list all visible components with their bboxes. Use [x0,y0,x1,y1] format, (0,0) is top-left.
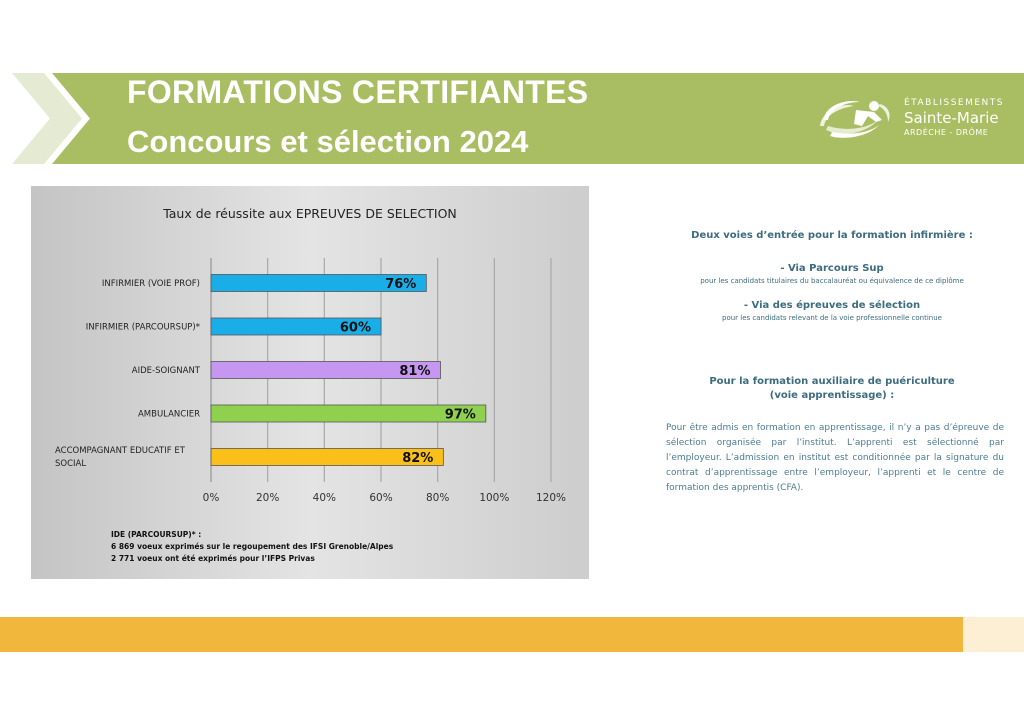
bar [210,317,382,336]
info-item-selection: - Via des épreuves de sélection [743,300,921,311]
bar-data-label: 81% [399,364,430,379]
logo-text: ÉTABLISSEMENTS Sainte-Marie ARDÈCHE - DR… [904,98,1004,137]
info-item-parcoursup-desc: pour les candidats titulaires du baccala… [700,277,964,285]
header-chevron [12,73,82,164]
info-paragraph: Pour être admis en formation en apprenti… [666,423,1004,493]
info-heading-childcare: Pour la formation auxiliaire de puéricul… [709,376,955,387]
info-item-selection-desc: pour les candidats relevant de la voie p… [722,314,942,322]
x-tick-label: 40% [313,492,336,504]
bar-chart: 0% 20% 40% 60% 80% 100% 120% 76% INFIRMIER (VOIE… [55,258,566,504]
category-label: INFIRMIER (VOIE PROF) [102,279,200,289]
bar-data-label: 97% [445,408,476,423]
bar [210,361,441,379]
x-tick-label: 80% [426,492,449,504]
page-title: FORMATIONS CERTIFIANTES [127,74,589,110]
category-label: AIDE-SOIGNANT [132,366,201,376]
x-tick-label: 100% [479,492,509,504]
bar-data-label: 76% [385,277,416,292]
logo-line3: ARDÈCHE - DRÔME [904,128,989,137]
footnote-line1: IDE (PARCOURSUP)* : [111,530,202,539]
footer-bar-end [963,617,1024,652]
logo-line1: ÉTABLISSEMENTS [904,98,1004,108]
category-label: INFIRMIER (PARCOURSUP)* [86,323,200,333]
x-tick-label: 20% [256,492,279,504]
chart-title: Taux de réussite aux EPREUVES DE SELECTI… [163,206,457,221]
category-label: AMBULANCIER [138,410,200,420]
x-tick-label: 120% [536,492,566,504]
info-heading-nursing: Deux voies d’entrée pour la formation in… [691,230,973,241]
bar [210,448,444,466]
bar-data-label: 82% [402,451,433,466]
sainte-marie-logo: ÉTABLISSEMENTS Sainte-Marie ARDÈCHE - DR… [816,96,1016,142]
page-subtitle: Concours et sélection 2024 [127,124,529,159]
footnote-line2: 6 869 voeux exprimés sur le regoupement … [111,542,394,551]
x-tick-label: 60% [369,492,392,504]
footer-bar [0,617,963,652]
logo-emblem-icon [820,100,890,138]
logo-line2: Sainte-Marie [904,109,999,127]
header-band [0,73,1024,164]
info-item-parcoursup: - Via Parcours Sup [780,263,884,274]
info-column: Deux voies d’entrée pour la formation in… [660,228,1004,496]
x-tick-label: 0% [203,492,220,504]
category-label: ACCOMPAGNANT EDUCATIF ET SOCIAL [55,446,186,469]
header-banner [52,73,1024,164]
chart-panel: Taux de réussite aux EPREUVES DE SELECTI… [31,186,589,579]
bar [210,404,487,423]
chart-footnote: IDE (PARCOURSUP)* : 6 869 voeux exprimés… [111,529,393,565]
info-heading-childcare-2: (voie apprentissage) : [769,390,895,401]
footnote-line3: 2 771 voeux ont été exprimés pour l’IFPS… [111,554,315,563]
bar [210,274,427,292]
bar-data-label: 60% [340,321,371,336]
